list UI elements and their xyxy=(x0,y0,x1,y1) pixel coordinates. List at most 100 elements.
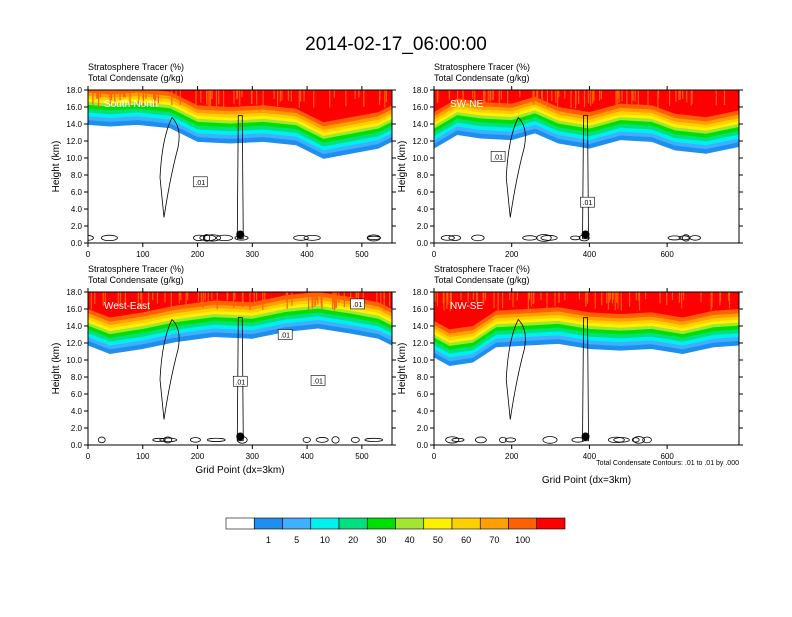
contour-label: .01 xyxy=(580,196,595,208)
tracer-streak xyxy=(185,292,187,308)
tracer-streak xyxy=(679,90,681,100)
tracer-streak xyxy=(450,292,452,307)
panel-sw-ne: .01 .01 SW-NE Stratosphere Tracer (%)Total … xyxy=(397,62,743,259)
contour-low-cloud xyxy=(331,436,340,444)
x-tick-label: 0 xyxy=(86,452,91,461)
tracer-streak xyxy=(638,292,640,301)
tracer-streak xyxy=(385,90,387,103)
plot-area xyxy=(434,292,739,445)
tracer-streak xyxy=(434,292,436,302)
x-tick-label: 200 xyxy=(191,250,205,259)
y-tick-label: 14.0 xyxy=(412,120,428,129)
tracer-streak xyxy=(124,292,126,309)
colorbar: 1 5 10 20 30 40 50 60 70 100 xyxy=(225,517,566,545)
panel-label: South-North xyxy=(104,99,158,110)
tracer-streak xyxy=(632,90,634,101)
y-tick-label: 0.0 xyxy=(417,239,429,248)
tracer-streak xyxy=(389,292,391,307)
tracer-streak xyxy=(594,292,596,309)
tracer-streak xyxy=(175,90,177,99)
tracer-streak xyxy=(291,292,293,306)
contour-label: .01 xyxy=(192,176,208,188)
tracer-streak xyxy=(593,90,595,101)
tracer-streak xyxy=(617,90,619,99)
tracer-streak xyxy=(675,90,677,103)
tracer-streak xyxy=(239,90,241,106)
tracer-streak xyxy=(208,90,210,107)
tracer-streak xyxy=(638,292,641,311)
tracer-streak xyxy=(592,90,594,99)
tracer-streak xyxy=(300,90,302,102)
tracer-streak xyxy=(119,292,122,307)
contour-label: .01 xyxy=(232,375,248,387)
y-tick-label: 4.0 xyxy=(417,205,429,214)
plot-area: .01 xyxy=(88,90,392,243)
x-tick-label: 200 xyxy=(505,452,519,461)
contour-low-cloud xyxy=(100,234,118,242)
tracer-streak xyxy=(202,292,204,309)
contour-label-box xyxy=(232,375,248,387)
tracer-streak xyxy=(354,90,356,100)
y-tick-label: 6.0 xyxy=(71,188,83,197)
tracer-streak xyxy=(530,292,533,307)
y-tick-label: 14.0 xyxy=(412,322,428,331)
tracer-streak xyxy=(437,90,439,103)
y-tick-label: 18.0 xyxy=(66,288,82,297)
tracer-streak xyxy=(262,292,264,310)
tracer-streak xyxy=(142,90,145,106)
x-tick-label: 400 xyxy=(583,250,597,259)
contour-label-box xyxy=(490,151,506,162)
tracer-streak xyxy=(376,292,378,303)
contour-low-cloud xyxy=(97,436,106,444)
contour-low-cloud xyxy=(366,235,381,241)
tracer-streak xyxy=(507,90,509,108)
tracer-streak xyxy=(578,90,580,105)
condensate-contours xyxy=(440,115,701,242)
tracer-streak xyxy=(164,292,166,303)
tracer-streak xyxy=(678,292,681,303)
colorbar-label: 60 xyxy=(461,535,471,545)
x-tick-label: 0 xyxy=(432,452,437,461)
contour-updraft xyxy=(582,115,589,240)
tracer-streak xyxy=(541,90,543,105)
y-tick-label: 4.0 xyxy=(71,205,83,214)
tracer-streak xyxy=(215,90,218,107)
tracer-streak xyxy=(575,90,577,105)
tracer-streak xyxy=(333,292,336,311)
x-tick-label: 600 xyxy=(660,250,674,259)
tracer-streak xyxy=(124,90,126,97)
x-tick-label: 200 xyxy=(191,452,205,461)
colorbar-label: 5 xyxy=(294,535,299,545)
tracer-streak xyxy=(564,90,566,99)
tracer-streak xyxy=(122,90,125,98)
tracer-streak xyxy=(536,90,538,98)
x-tick-label: 400 xyxy=(300,250,314,259)
contour-label-text: .01 xyxy=(583,200,593,207)
tracer-streak xyxy=(484,90,486,108)
y-tick-label: 14.0 xyxy=(66,322,82,331)
tracer-streak xyxy=(333,90,335,98)
colorbar-label: 1 xyxy=(266,535,271,545)
tracer-streak xyxy=(187,292,189,301)
colorbar-box xyxy=(253,517,283,530)
tracer-streak xyxy=(497,292,499,311)
tracer-streak xyxy=(723,90,726,106)
location-marker xyxy=(581,432,590,441)
tracer-streak xyxy=(156,292,158,304)
panel-title-tracer: Stratosphere Tracer (%) xyxy=(88,264,184,274)
location-marker xyxy=(581,230,590,239)
tracer-streak xyxy=(615,90,617,107)
tracer-streak xyxy=(94,292,96,304)
panel-title-tracer: Stratosphere Tracer (%) xyxy=(434,62,530,72)
contour-low-cloud xyxy=(203,234,211,242)
tracer-streak xyxy=(329,90,331,108)
tracer-streak xyxy=(285,292,288,302)
tracer-streak xyxy=(678,90,680,101)
x-tick-label: 100 xyxy=(136,250,150,259)
tracer-streak xyxy=(528,292,531,300)
tracer-streak xyxy=(170,292,172,309)
tracer-streak xyxy=(546,292,548,310)
panel-west-east: .01 .01 .01 .01 West-East Stratosphere Tracer… xyxy=(51,264,396,476)
y-tick-label: 12.0 xyxy=(412,137,428,146)
panel-label: SW-NE xyxy=(450,99,483,110)
